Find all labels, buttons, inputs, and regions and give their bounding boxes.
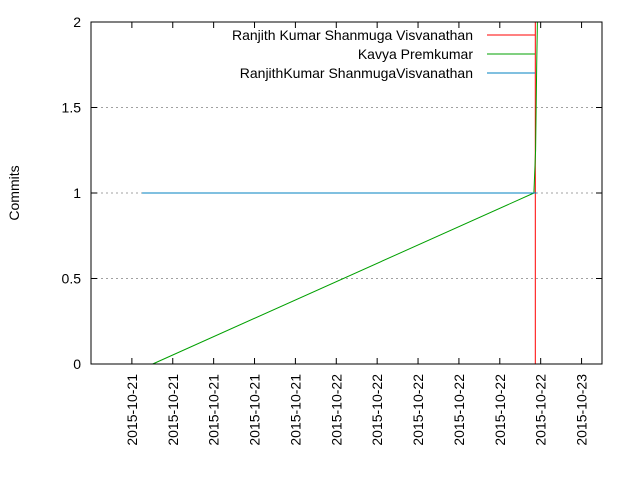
- x-tick-label: 2015-10-22: [410, 374, 426, 446]
- y-axis: 0 0.5 1 1.5 2: [62, 14, 602, 372]
- x-tick-label: 2015-10-22: [533, 374, 549, 446]
- legend: Ranjith Kumar Shanmuga Visvanathan Kavya …: [232, 27, 535, 81]
- legend-label: RanjithKumar ShanmugaVisvanathan: [240, 65, 473, 81]
- legend-label: Ranjith Kumar Shanmuga Visvanathan: [232, 27, 473, 43]
- x-tick-label: 2015-10-22: [328, 374, 344, 446]
- x-tick-label: 2015-10-22: [451, 374, 467, 446]
- x-tick-label: 2015-10-21: [124, 374, 140, 446]
- y-tick-label: 2: [73, 14, 81, 30]
- legend-label: Kavya Premkumar: [358, 46, 473, 62]
- y-axis-label: Commits: [6, 165, 22, 220]
- x-tick-label: 2015-10-21: [287, 374, 303, 446]
- y-tick-label: 1: [73, 185, 81, 201]
- y-tick-label: 0: [73, 356, 81, 372]
- x-tick-label: 2015-10-21: [165, 374, 181, 446]
- y-tick-label: 1.5: [62, 100, 82, 116]
- x-tick-label: 2015-10-21: [206, 374, 222, 446]
- x-tick-label: 2015-10-22: [492, 374, 508, 446]
- x-tick-label: 2015-10-23: [574, 374, 590, 446]
- x-tick-label: 2015-10-22: [369, 374, 385, 446]
- y-tick-label: 0.5: [62, 271, 82, 287]
- series-line: [152, 21, 538, 365]
- x-tick-label: 2015-10-21: [247, 374, 263, 446]
- x-axis: 2015-10-21 2015-10-21 2015-10-21 2015-10-21…: [124, 22, 590, 446]
